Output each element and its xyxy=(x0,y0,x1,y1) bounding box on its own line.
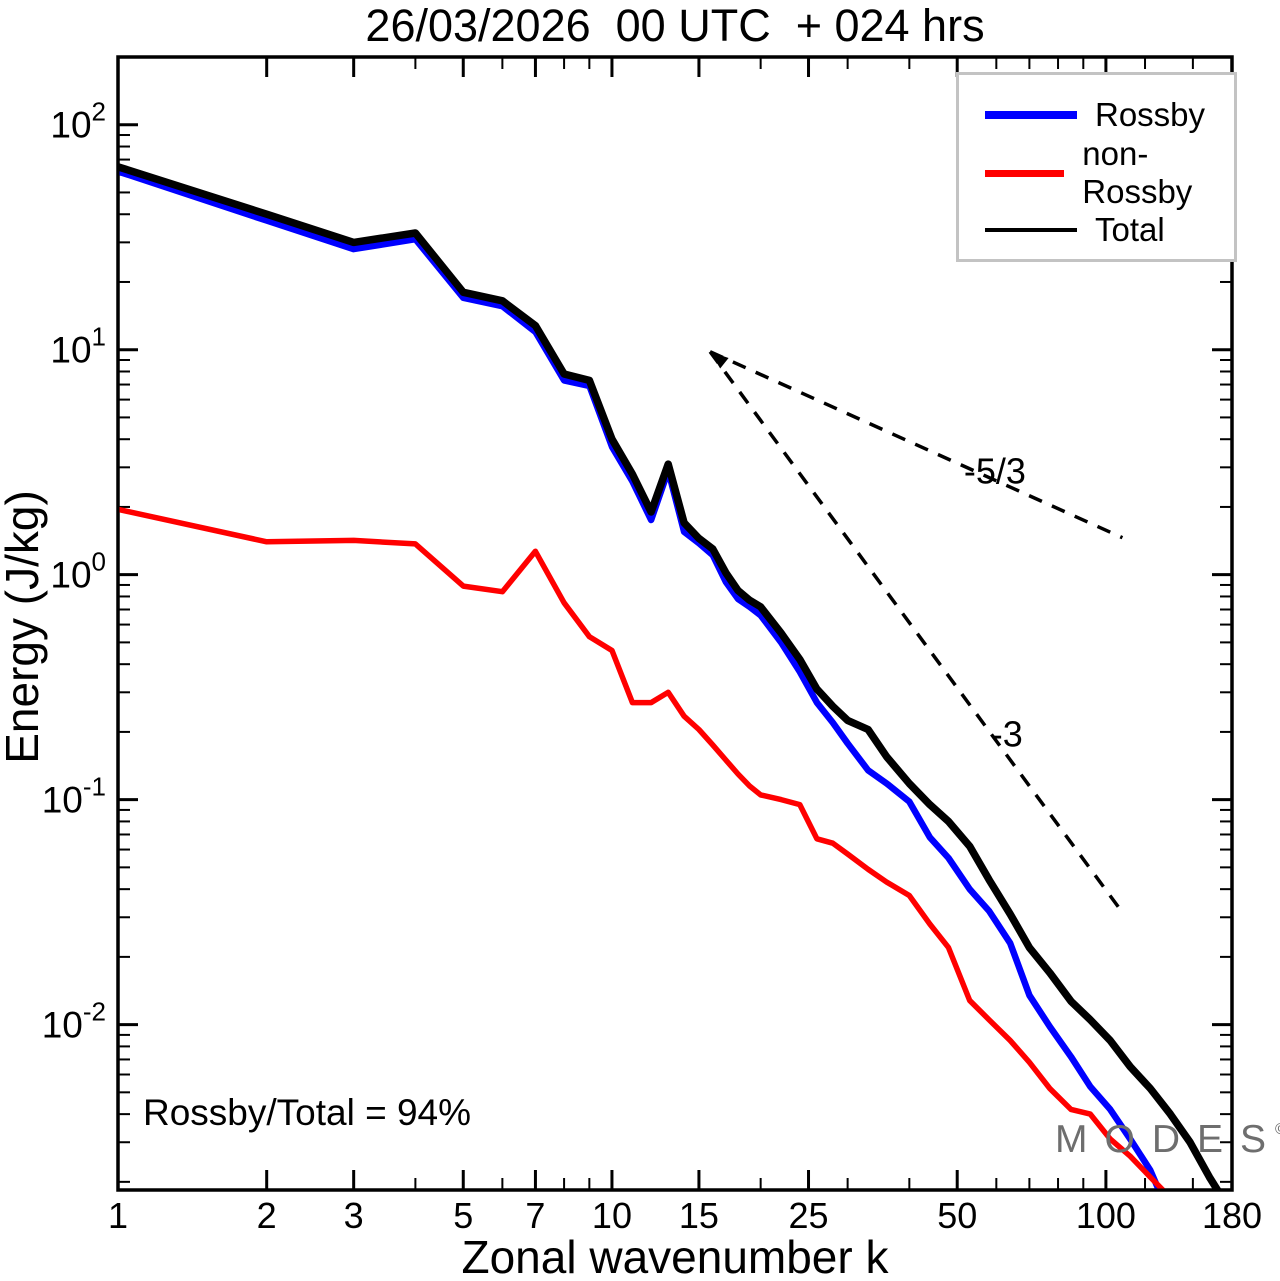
y-tick-labels: 102 101 100 10-1 10-2 xyxy=(42,97,106,1046)
arrow-head-icon xyxy=(710,351,729,369)
slope-label--5/3: -5/3 xyxy=(964,451,1026,492)
svg-text:25: 25 xyxy=(788,1195,828,1236)
svg-text:3: 3 xyxy=(344,1195,364,1236)
slope-line--5/3 xyxy=(709,350,1124,540)
svg-text:5: 5 xyxy=(453,1195,473,1236)
x-tick-labels: 1 2 3 5 7 10 15 25 50 100 180 xyxy=(108,1195,1262,1236)
svg-text:10: 10 xyxy=(592,1195,632,1236)
slope-label--3: -3 xyxy=(991,713,1023,754)
slope-line--3 xyxy=(708,350,1122,911)
svg-text:102: 102 xyxy=(50,97,106,146)
plot-border xyxy=(116,55,1234,1192)
svg-text:7: 7 xyxy=(525,1195,545,1236)
legend-label-total: Total xyxy=(1095,211,1165,248)
rossby-curve xyxy=(119,168,1162,1189)
x-axis-label: Zonal wavenumber k xyxy=(461,1231,889,1281)
y-axis-label: Energy (J/kg) xyxy=(0,490,48,764)
legend-line-sample-rossby xyxy=(985,111,1077,119)
svg-text:10-1: 10-1 xyxy=(42,772,106,821)
legend-label-rossby: Rossby xyxy=(1095,96,1206,133)
svg-text:50: 50 xyxy=(937,1195,977,1236)
svg-text:15: 15 xyxy=(679,1195,719,1236)
svg-text:100: 100 xyxy=(50,547,106,596)
rossby-total-ratio-text: Rossby/Total = 94% xyxy=(143,1092,472,1133)
legend-line-sample-non-rossby xyxy=(985,169,1065,177)
svg-text:180: 180 xyxy=(1202,1195,1262,1236)
legend-box: Rossby non-Rossby Total xyxy=(956,72,1237,262)
legend-line-sample-total xyxy=(985,228,1077,232)
watermark-text: MODES xyxy=(1055,1118,1280,1161)
series-curves xyxy=(119,163,1221,1189)
copyright-icon: © xyxy=(1275,1121,1280,1138)
svg-text:10-2: 10-2 xyxy=(42,997,106,1046)
non-rossby-curve xyxy=(119,506,1166,1189)
reference-lines: -5/3 -3 xyxy=(708,350,1124,911)
legend-item-rossby: Rossby xyxy=(959,95,1234,135)
total-curve xyxy=(119,163,1221,1189)
svg-text:1: 1 xyxy=(108,1195,128,1236)
modes-watermark: MODES© xyxy=(1055,1118,1280,1162)
legend-label-non-rossby: non-Rossby xyxy=(1082,135,1193,210)
svg-text:100: 100 xyxy=(1076,1195,1136,1236)
svg-text:101: 101 xyxy=(50,322,106,371)
legend-item-total: Total xyxy=(959,210,1234,250)
plot-title: 26/03/2026 00 UTC + 024 hrs xyxy=(365,0,985,51)
svg-text:2: 2 xyxy=(257,1195,277,1236)
legend-item-non-rossby: non-Rossby xyxy=(959,135,1234,210)
